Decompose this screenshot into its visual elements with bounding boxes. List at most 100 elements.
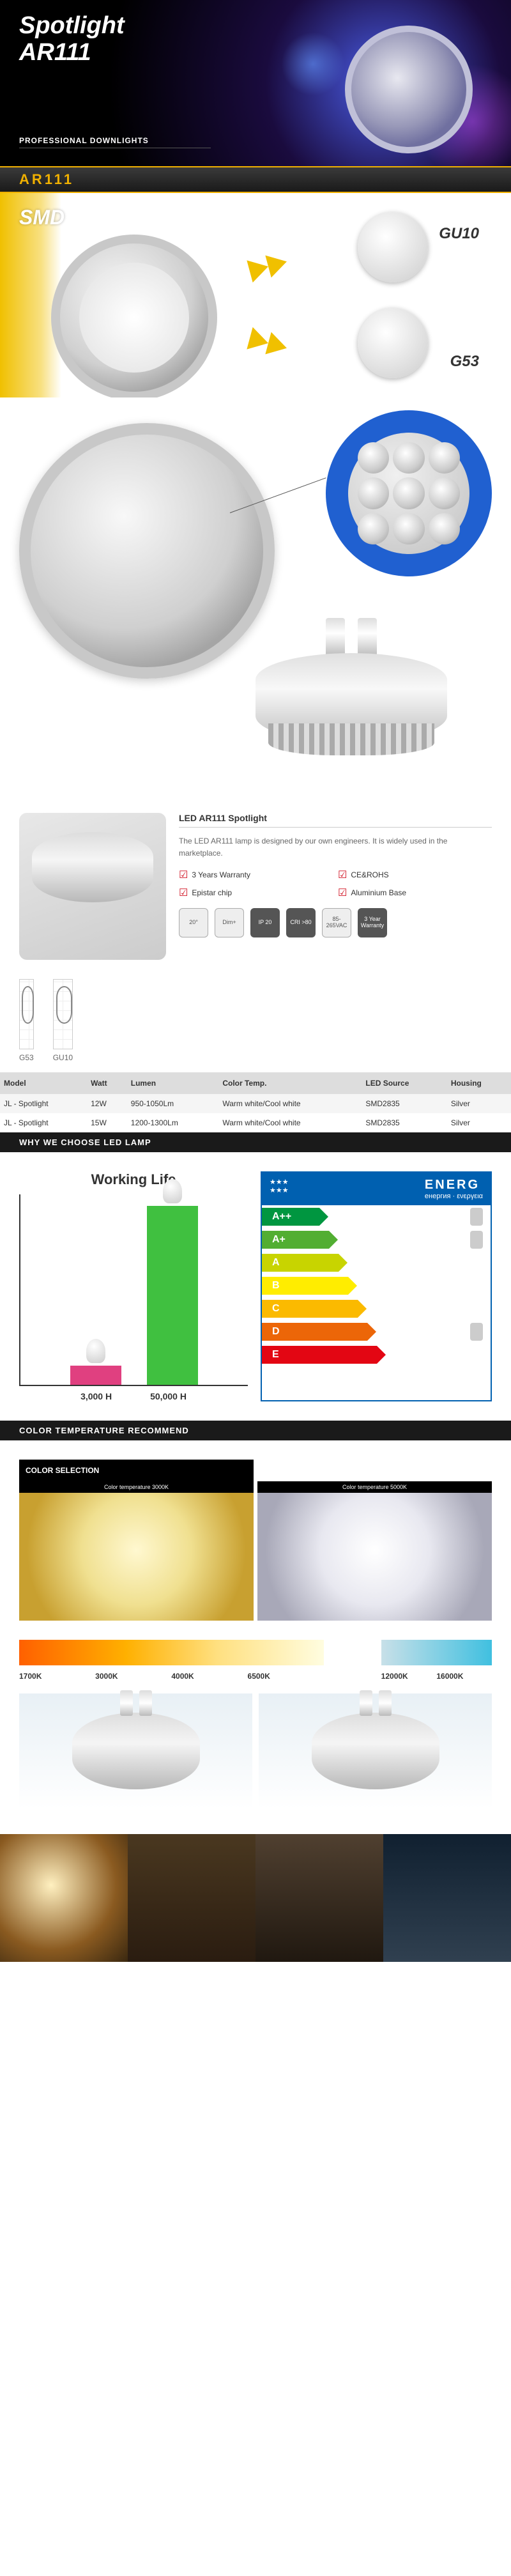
spec-icon: IP 20 xyxy=(250,908,280,937)
table-header: LED Source xyxy=(362,1072,447,1094)
worklife-chart xyxy=(19,1194,248,1386)
zoom-circle xyxy=(326,410,492,576)
application-gallery xyxy=(0,1834,511,1962)
bar-cfl xyxy=(70,1366,121,1385)
table-cell: 15W xyxy=(87,1113,127,1132)
cool-sublabel: Color temperature 5000K xyxy=(257,1481,492,1493)
spec-icon: 20° xyxy=(179,908,208,937)
table-cell: JL - Spotlight xyxy=(0,1094,87,1113)
table-row: JL - Spotlight12W950-1050LmWarm white/Co… xyxy=(0,1094,511,1113)
table-header: Lumen xyxy=(127,1072,219,1094)
smd-section: SMD GU10 G53 xyxy=(0,193,511,397)
warm-sublabel: Color temperature 3000K xyxy=(19,1481,254,1493)
energy-brand: ENERG xyxy=(425,1178,483,1192)
gallery-image xyxy=(383,1834,511,1962)
schematic-label: G53 xyxy=(19,1053,34,1062)
table-cell: 1200-1300Lm xyxy=(127,1113,219,1132)
spec-table: ModelWattLumenColor Temp.LED SourceHousi… xyxy=(0,1072,511,1132)
badge-item: CE&ROHS xyxy=(338,868,492,881)
energy-class-arrow: A xyxy=(262,1254,339,1272)
schematic-gu10 xyxy=(53,979,73,1049)
energy-sub: енергия · ενεργεια xyxy=(425,1192,483,1200)
table-cell: Silver xyxy=(447,1113,511,1132)
energy-row: C xyxy=(262,1297,491,1320)
kelvin-label: 4000K xyxy=(171,1672,247,1681)
color-temp-section: COLOR SELECTION Color temperature 3000K … xyxy=(0,1440,511,1834)
kelvin-label: 12000K xyxy=(381,1672,437,1681)
cool-light-preview xyxy=(257,1493,492,1621)
glow-blue xyxy=(281,32,345,96)
energy-row: A+ xyxy=(262,1228,491,1251)
side-lamp-image xyxy=(256,615,447,768)
smd-lamp-image xyxy=(51,235,217,401)
table-header: Model xyxy=(0,1072,87,1094)
table-cell: SMD2835 xyxy=(362,1113,447,1132)
energy-class-arrow: D xyxy=(262,1323,367,1341)
gallery-image xyxy=(0,1834,128,1962)
bulb-indicator-icon xyxy=(470,1323,483,1341)
table-header: Color Temp. xyxy=(218,1072,362,1094)
detail-section xyxy=(0,397,511,794)
badge-item: 3 Years Warranty xyxy=(179,868,333,881)
bulb-indicator-icon xyxy=(470,1208,483,1226)
why-bar: WHY WE CHOOSE LED LAMP xyxy=(0,1132,511,1152)
table-cell: Warm white/Cool white xyxy=(218,1094,362,1113)
warm-gradient-bar xyxy=(19,1640,324,1665)
energy-row: A xyxy=(262,1251,491,1274)
energy-class-arrow: C xyxy=(262,1300,358,1318)
bar-led xyxy=(147,1206,198,1385)
color-temp-bar: COLOR TEMPERATURE RECOMMEND xyxy=(0,1421,511,1440)
energy-class-arrow: B xyxy=(262,1277,348,1295)
arrow-icon xyxy=(227,241,310,291)
color-selection-header: COLOR SELECTION xyxy=(19,1460,254,1481)
worklife-label-2: 50,000 H xyxy=(150,1391,187,1401)
hero-lamp-image xyxy=(345,26,473,153)
kelvin-label: 6500K xyxy=(248,1672,324,1681)
kelvin-label: 3000K xyxy=(95,1672,171,1681)
table-cell: Warm white/Cool white xyxy=(218,1113,362,1132)
arrow-icon xyxy=(227,318,310,368)
table-cell: JL - Spotlight xyxy=(0,1113,87,1132)
hero-banner: Spotlight AR111 PROFESSIONAL DOWNLIGHTS xyxy=(0,0,511,166)
badge-item: Aluminium Base xyxy=(338,886,492,899)
cold-gradient-bar xyxy=(381,1640,492,1665)
energy-row: D xyxy=(262,1320,491,1343)
ar111-bar: AR111 xyxy=(0,166,511,193)
energy-class-arrow: E xyxy=(262,1346,377,1364)
big-lamp-image xyxy=(19,423,275,679)
schematic-g53 xyxy=(19,979,34,1049)
energy-class-arrow: A++ xyxy=(262,1208,319,1226)
gu10-socket-image xyxy=(358,212,428,282)
spec-icon: Dim+ xyxy=(215,908,244,937)
smd-label: SMD xyxy=(19,206,65,229)
info-description: The LED AR111 lamp is designed by our ow… xyxy=(179,835,492,860)
working-life-section: Working Life 3,000 H 50,000 H ★★★★★★ ENE… xyxy=(0,1152,511,1421)
energy-row: A++ xyxy=(262,1205,491,1228)
energy-row: B xyxy=(262,1274,491,1297)
info-title: LED AR111 Spotlight xyxy=(179,813,492,828)
table-header: Housing xyxy=(447,1072,511,1094)
badge-item: Epistar chip xyxy=(179,886,333,899)
dual-lamp-row xyxy=(0,1693,511,1809)
energy-row: E xyxy=(262,1343,491,1366)
table-cell: Silver xyxy=(447,1094,511,1113)
table-cell: 950-1050Lm xyxy=(127,1094,219,1113)
kelvin-label: 16000K xyxy=(436,1672,492,1681)
schematic-section: G53 GU10 xyxy=(0,979,511,1072)
bulb-indicator-icon xyxy=(470,1231,483,1249)
info-section: LED AR111 Spotlight The LED AR111 lamp i… xyxy=(0,794,511,979)
table-header: Watt xyxy=(87,1072,127,1094)
lamp-preview xyxy=(259,1693,492,1809)
g53-label: G53 xyxy=(450,353,479,371)
warm-light-preview xyxy=(19,1493,254,1621)
g53-socket-image xyxy=(358,308,428,378)
table-cell: 12W xyxy=(87,1094,127,1113)
gallery-image xyxy=(128,1834,256,1962)
worklife-title: Working Life xyxy=(19,1171,248,1188)
info-product-image xyxy=(19,813,166,960)
cfl-bulb-icon xyxy=(86,1339,105,1363)
spec-icon: 85-265VAC xyxy=(322,908,351,937)
spec-icon: CRI >80 xyxy=(286,908,316,937)
gu10-label: GU10 xyxy=(439,225,479,243)
lamp-preview xyxy=(19,1693,252,1809)
